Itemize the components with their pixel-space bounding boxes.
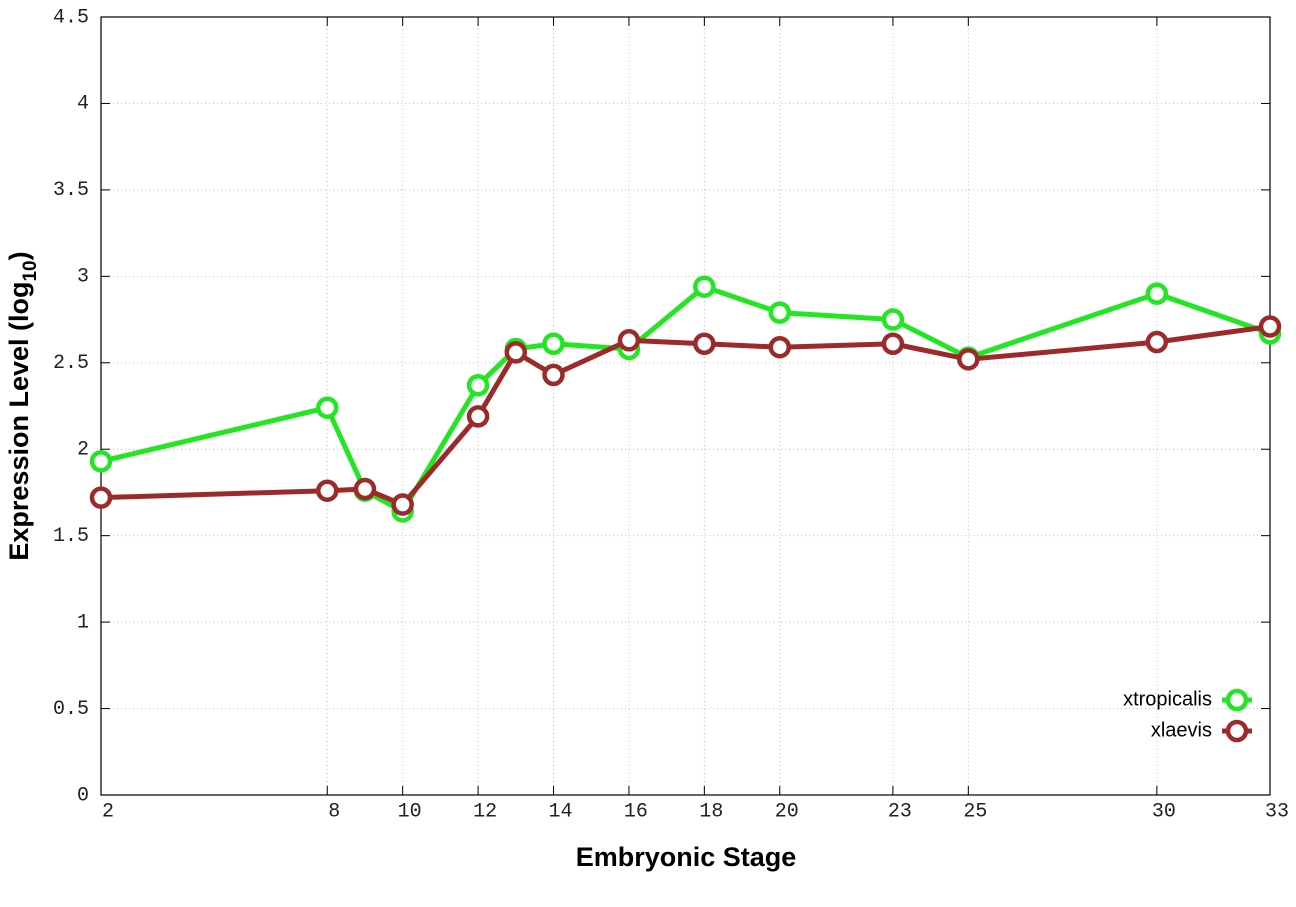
y-axis-title: Expression Level (log10) (4, 251, 41, 560)
x-tick-label: 25 (963, 800, 987, 823)
legend-label: xtropicalis (1123, 688, 1212, 710)
data-point (768, 335, 792, 359)
data-point (957, 348, 980, 371)
x-tick-label: 30 (1152, 800, 1176, 823)
data-point (881, 308, 905, 331)
plot-frame (100, 16, 1271, 796)
y-tick-label: 3 (77, 266, 89, 289)
y-tick-label: 4 (77, 93, 89, 116)
x-tick-label: 16 (624, 800, 648, 823)
x-tick-label: 23 (888, 800, 912, 823)
x-tick-label: 12 (473, 800, 497, 823)
data-point (504, 341, 528, 364)
x-axis-title: Embryonic Stage (576, 842, 797, 872)
data-point (542, 332, 565, 356)
y-axis-title-sub: 10 (20, 260, 41, 281)
data-point (1145, 330, 1169, 354)
data-point (542, 363, 565, 387)
y-tick-label: 3.5 (53, 179, 89, 202)
y-tick-label: 1 (77, 611, 89, 634)
data-point (89, 486, 113, 509)
data-point (89, 450, 113, 473)
x-tick-label: 2 (102, 800, 114, 823)
y-axis-title-main: Expression Level (log (4, 282, 34, 561)
x-tick-label: 10 (398, 800, 422, 823)
y-tick-label: 0.5 (53, 698, 89, 721)
data-point (316, 479, 339, 502)
data-point (1145, 282, 1169, 305)
y-tick-label: 4.5 (53, 6, 89, 29)
y-tick-label: 0 (77, 784, 89, 807)
legend-marker (1225, 688, 1249, 712)
x-tick-label: 18 (699, 800, 723, 823)
data-point (768, 301, 792, 324)
data-point (391, 493, 414, 516)
x-tick-label: 20 (775, 800, 799, 823)
data-point (353, 477, 377, 501)
data-point (617, 329, 641, 352)
legend-label: xlaevis (1151, 719, 1212, 741)
data-point (1258, 315, 1282, 338)
x-tick-label: 14 (549, 800, 573, 823)
x-tick-label: 8 (328, 800, 340, 823)
data-point (466, 405, 490, 428)
data-point (693, 332, 716, 356)
y-axis-title-end: ) (4, 251, 34, 260)
y-tick-label: 2 (77, 439, 89, 462)
data-point (466, 374, 490, 397)
data-point (693, 275, 716, 298)
y-tick-label: 2.5 (53, 352, 89, 375)
data-point (881, 332, 905, 356)
y-tick-label: 1.5 (53, 525, 89, 548)
x-tick-label: 33 (1265, 800, 1289, 823)
data-point (316, 396, 339, 419)
legend-marker (1225, 719, 1249, 743)
